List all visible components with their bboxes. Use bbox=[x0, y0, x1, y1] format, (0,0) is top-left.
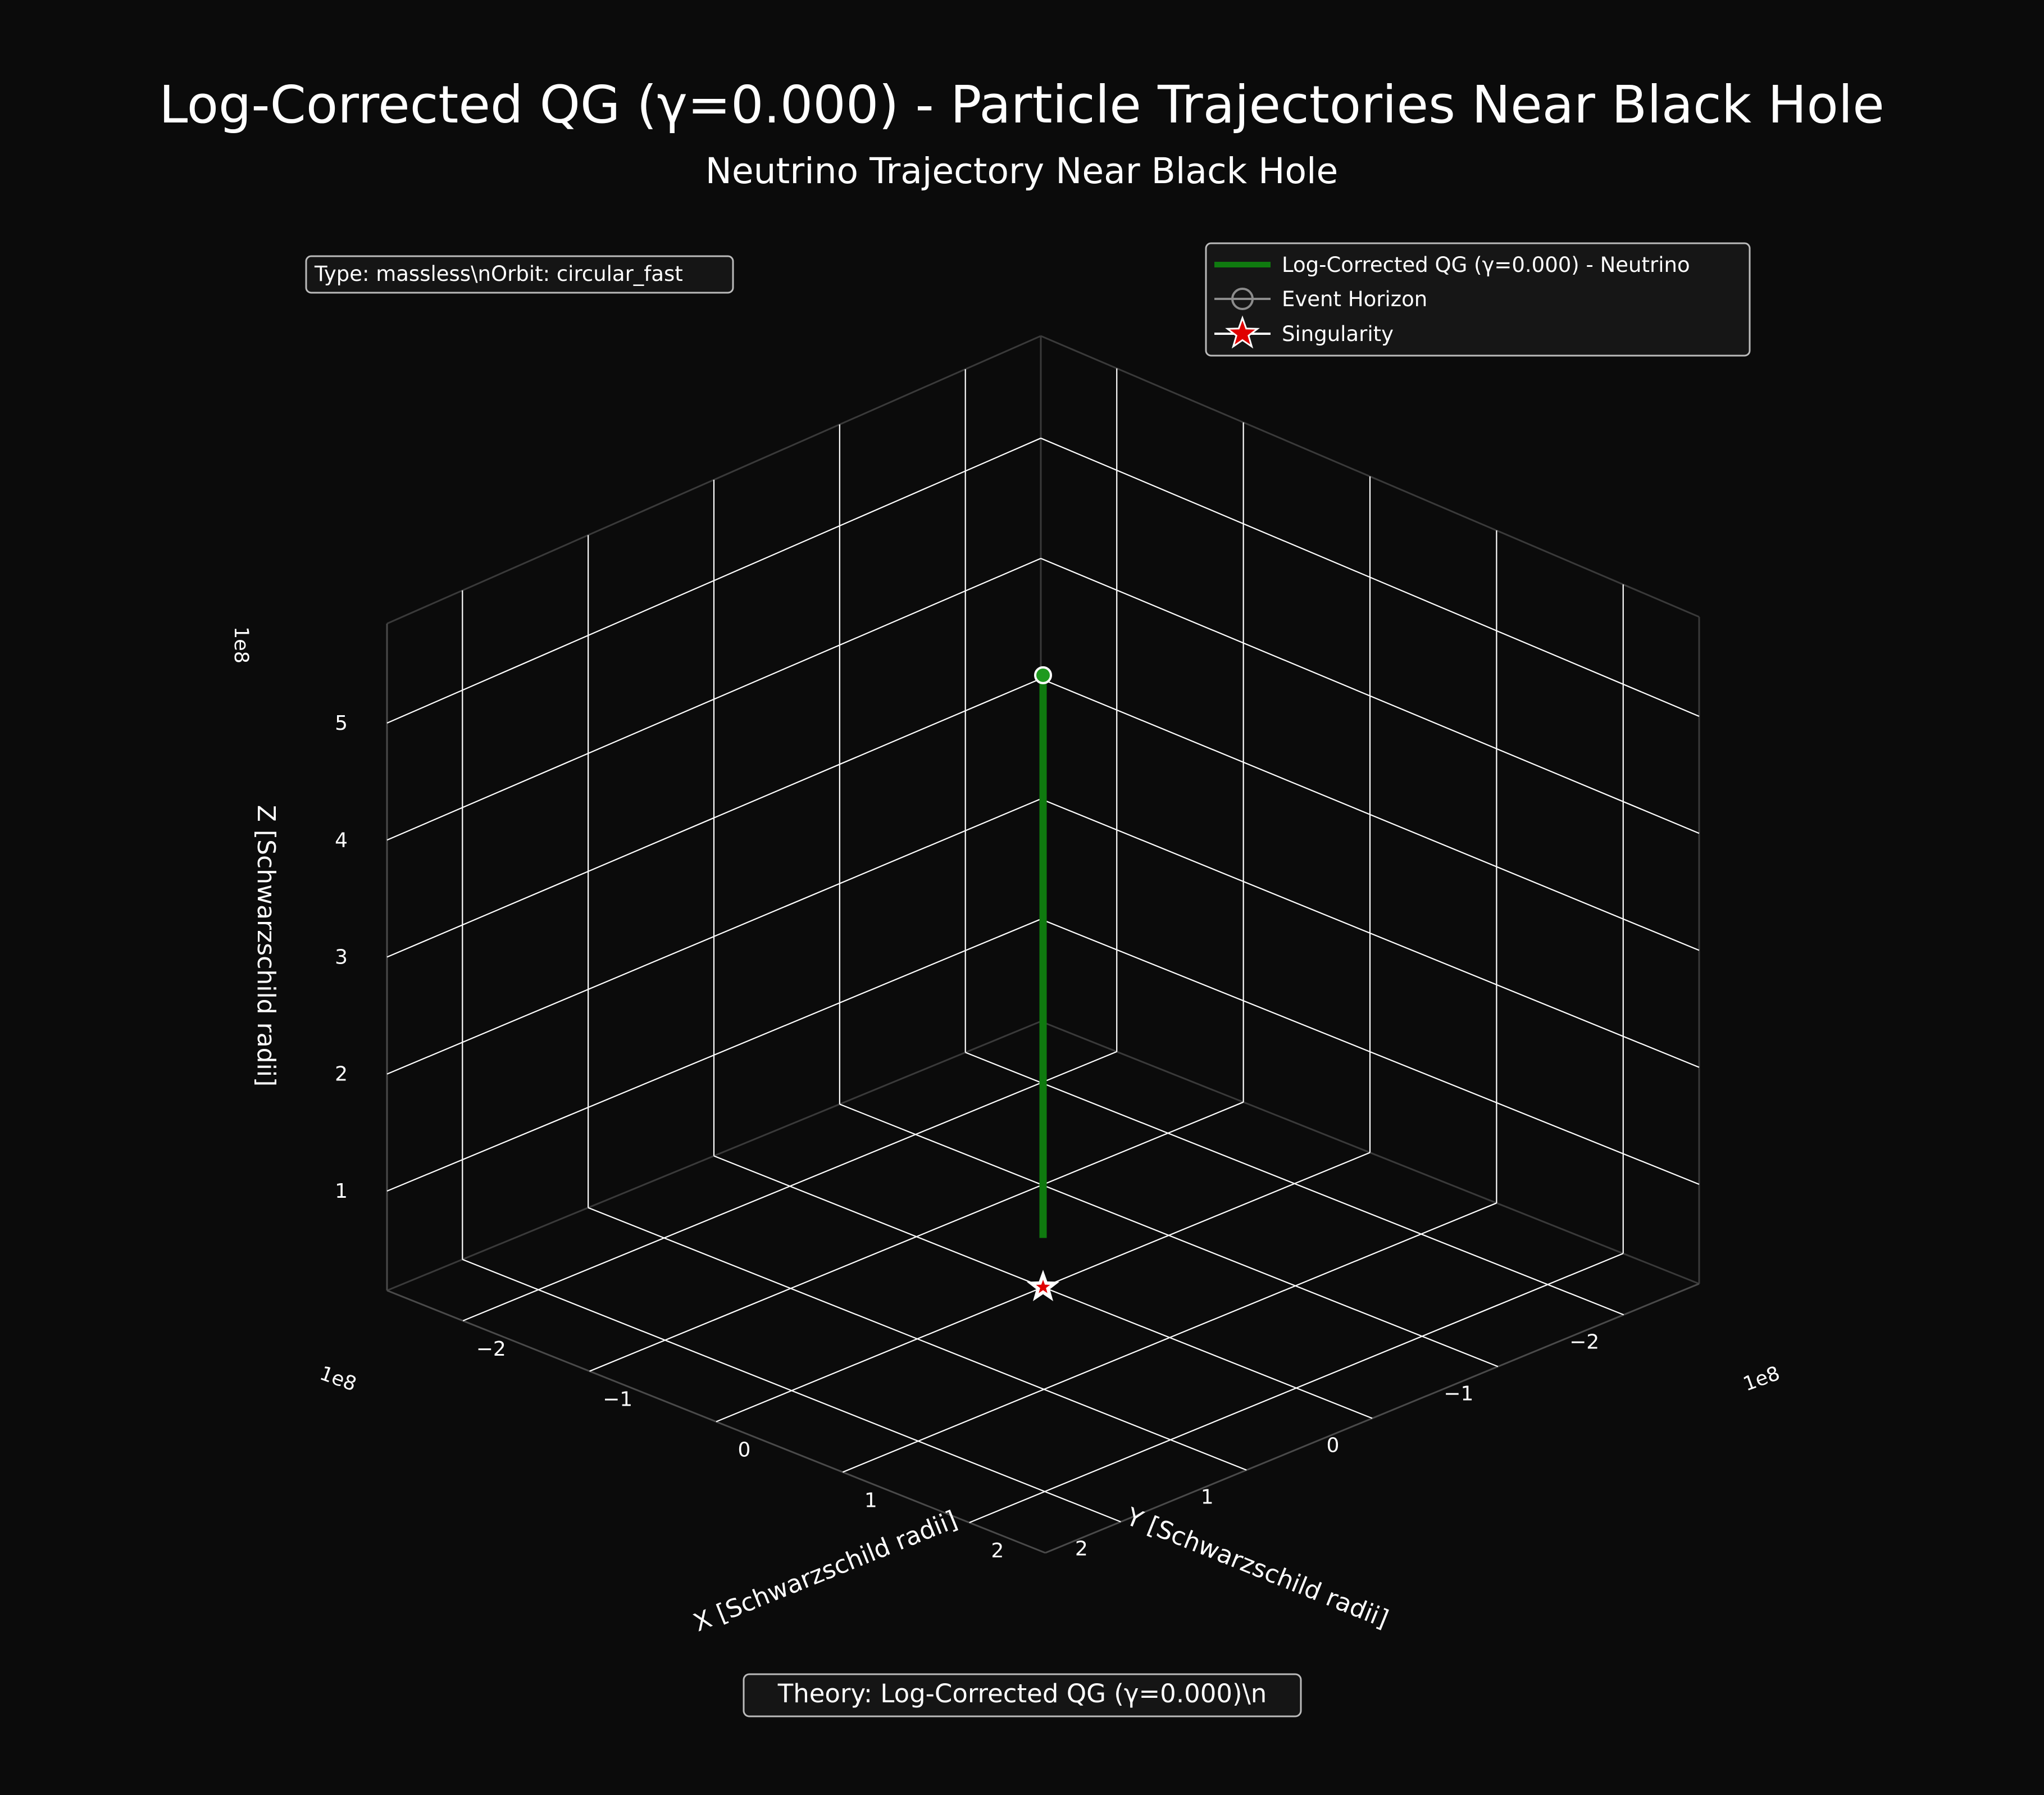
y-tick-label: 0 bbox=[1327, 1434, 1340, 1457]
z-tick-label: 4 bbox=[335, 829, 348, 852]
legend-item-horizon: Event Horizon bbox=[1214, 287, 1427, 311]
start-marker bbox=[1034, 666, 1052, 684]
legend-label-singularity: Singularity bbox=[1282, 322, 1394, 346]
z-gridline bbox=[1040, 919, 1700, 1185]
legend-item-trajectory: Log-Corrected QG (γ=0.000) - Neutrino bbox=[1214, 253, 1690, 277]
legend: Log-Corrected QG (γ=0.000) - Neutrino Ev… bbox=[1205, 242, 1751, 357]
z-gridline bbox=[386, 678, 1041, 958]
z-tick-label: 3 bbox=[335, 946, 348, 969]
z-tick-label: 2 bbox=[335, 1063, 348, 1086]
y-tick-label: −2 bbox=[1569, 1330, 1599, 1353]
footer-box: Theory: Log-Corrected QG (γ=0.000)\n bbox=[743, 1673, 1302, 1717]
z-gridline bbox=[1040, 437, 1700, 717]
singularity-star-icon bbox=[1026, 1270, 1060, 1301]
x-tick-label: 1 bbox=[864, 1489, 877, 1512]
z-gridline bbox=[386, 798, 1041, 1075]
x-tick-label: 0 bbox=[738, 1439, 751, 1462]
info-box-text: Type: massless\nOrbit: circular_fast bbox=[314, 262, 683, 286]
z-gridline bbox=[1040, 557, 1700, 834]
figure-title: Log-Corrected QG (γ=0.000) - Particle Tr… bbox=[159, 75, 1884, 135]
z-tick-label: 5 bbox=[335, 712, 348, 735]
z-gridline bbox=[1040, 678, 1700, 951]
y-gridline bbox=[462, 1258, 1121, 1523]
y-tick-label: 2 bbox=[1075, 1538, 1088, 1561]
y-gridline bbox=[965, 1052, 1624, 1316]
info-box-frame bbox=[305, 255, 734, 294]
z-gridline bbox=[386, 557, 1041, 841]
y-tick-label: −1 bbox=[1444, 1382, 1473, 1405]
x-tick-label: −1 bbox=[603, 1388, 632, 1411]
legend-frame bbox=[1205, 242, 1751, 357]
legend-label-trajectory: Log-Corrected QG (γ=0.000) - Neutrino bbox=[1282, 253, 1690, 277]
x-tick-label: 2 bbox=[991, 1539, 1004, 1562]
chart-subtitle: Neutrino Trajectory Near Black Hole bbox=[705, 151, 1339, 192]
info-box: Type: massless\nOrbit: circular_fast bbox=[305, 255, 734, 294]
z-gridline bbox=[386, 437, 1041, 724]
y-gridline bbox=[588, 1207, 1247, 1471]
z-tick-label: 1 bbox=[335, 1180, 348, 1203]
y-tick-label: 1 bbox=[1201, 1486, 1214, 1509]
z-axis-multiplier: 1e8 bbox=[230, 626, 252, 664]
z-axis-label: Z [Schwarzschild radii] bbox=[252, 805, 280, 1087]
footer-box-text: Theory: Log-Corrected QG (γ=0.000)\n bbox=[777, 1679, 1267, 1708]
x-tick-label: −2 bbox=[476, 1338, 506, 1361]
y-gridline bbox=[839, 1103, 1499, 1367]
z-gridline bbox=[1040, 798, 1700, 1068]
footer-box-frame bbox=[743, 1673, 1302, 1717]
legend-circle-icon bbox=[1231, 288, 1254, 310]
z-gridline bbox=[386, 919, 1041, 1192]
legend-label-horizon: Event Horizon bbox=[1282, 287, 1427, 311]
legend-star-icon bbox=[1225, 315, 1260, 349]
legend-item-singularity: Singularity bbox=[1214, 315, 1394, 349]
